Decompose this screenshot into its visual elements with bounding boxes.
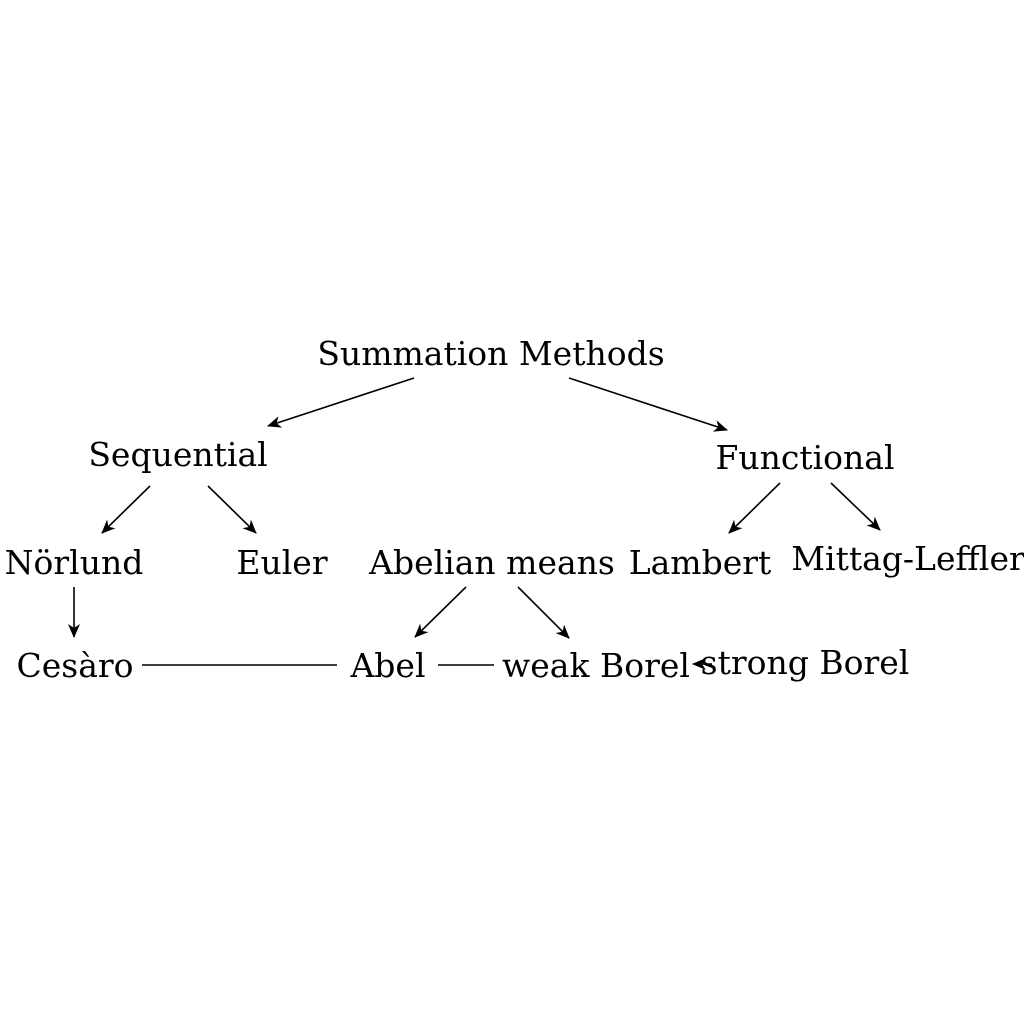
edge-root-sequential <box>267 377 415 428</box>
node-norlund: Nörlund <box>5 543 144 582</box>
edge-sequential-norlund <box>101 485 151 534</box>
edge-sequential-euler <box>207 485 257 534</box>
edge-abelian-weak-borel <box>517 586 570 639</box>
edge-functional-mittag-leffler <box>830 482 881 531</box>
edge-functional-lambert <box>728 482 781 534</box>
node-lambert: Lambert <box>629 543 772 582</box>
node-functional: Functional <box>715 438 894 477</box>
nodes: Summation Methods Sequential Functional … <box>5 334 1024 685</box>
node-mittag-leffler: Mittag-Leffler <box>791 539 1024 578</box>
node-summation-methods: Summation Methods <box>317 334 664 373</box>
node-weak-borel: weak Borel <box>502 646 690 685</box>
node-strong-borel: strong Borel <box>701 643 910 682</box>
node-abelian-means: Abelian means <box>368 543 615 582</box>
edge-root-functional <box>568 377 728 432</box>
node-euler: Euler <box>236 543 327 582</box>
node-cesaro: Cesàro <box>16 646 133 685</box>
edges <box>68 377 881 670</box>
edge-abelian-abel <box>414 586 467 638</box>
node-sequential: Sequential <box>88 435 267 474</box>
node-abel: Abel <box>349 646 425 685</box>
